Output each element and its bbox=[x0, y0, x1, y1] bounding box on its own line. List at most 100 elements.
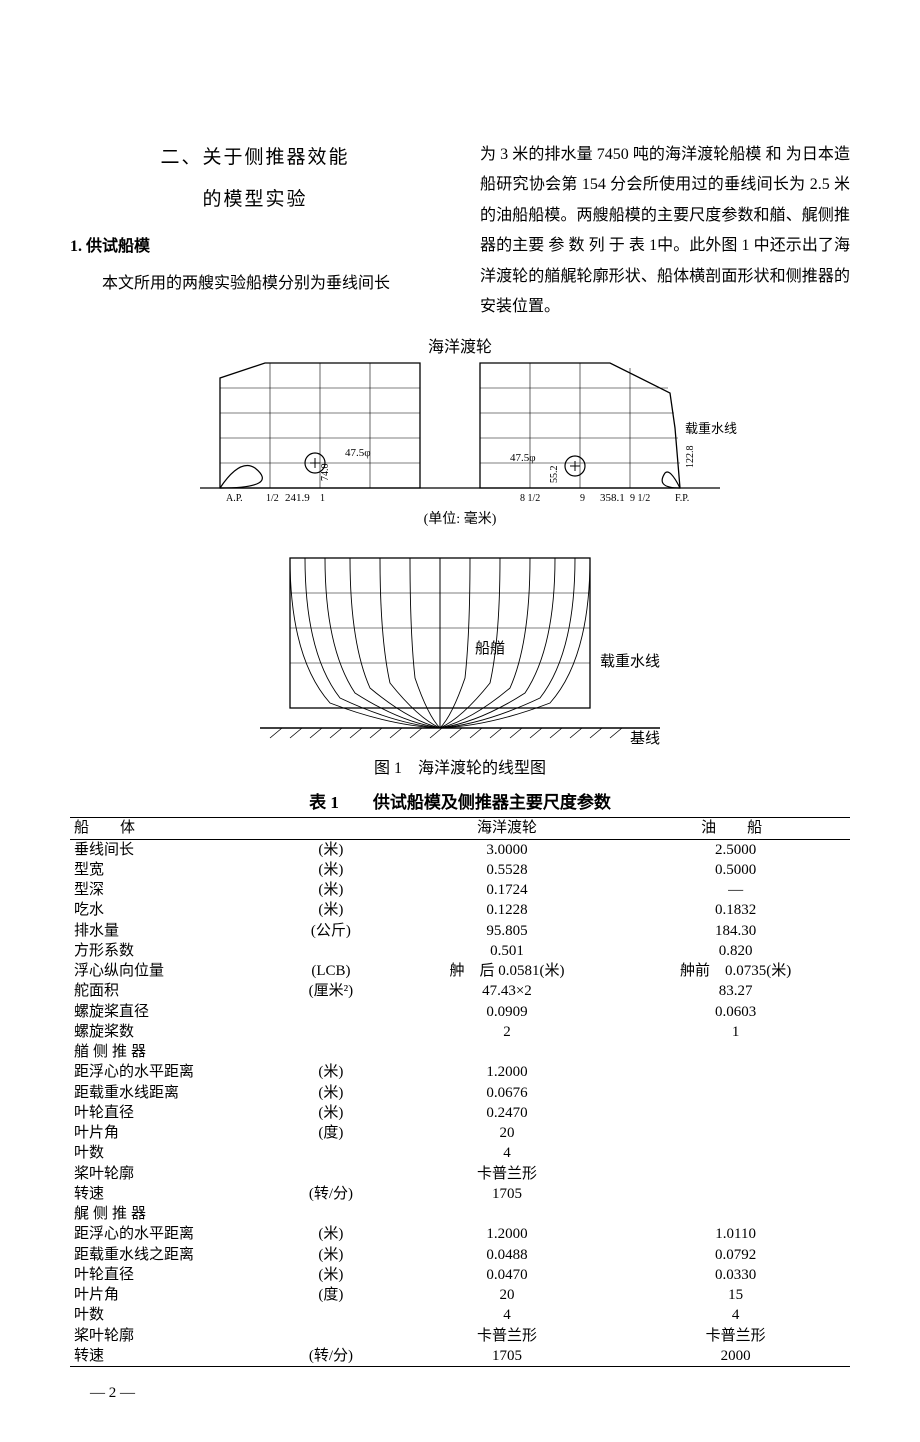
cell-unit bbox=[269, 1002, 392, 1022]
cell-v2 bbox=[621, 1184, 850, 1204]
cell-v2: 2000 bbox=[621, 1346, 850, 1367]
cell-param: 距载重水线距离 bbox=[70, 1083, 269, 1103]
cell-param: 桨叶轮廓 bbox=[70, 1326, 269, 1346]
table-row: 转速(转/分)17052000 bbox=[70, 1346, 850, 1367]
cell-unit: (米) bbox=[269, 1083, 392, 1103]
figure-1-profile: 海洋渡轮 47.5φ 241.9 bbox=[70, 338, 850, 528]
section-title: 二、关于侧推器效能 bbox=[70, 140, 440, 176]
cell-unit: (度) bbox=[269, 1285, 392, 1305]
cell-v2 bbox=[621, 1123, 850, 1143]
cell-v1: 4 bbox=[393, 1305, 622, 1325]
loadline-label-2: 载重水线 bbox=[600, 653, 660, 670]
fore-profile: 47.5φ 358.1 55.2 载重水线 122.8 8 1/2 9 9 1/… bbox=[480, 363, 737, 504]
fore-sections bbox=[440, 558, 590, 728]
cell-param: 浮心纵向位量 bbox=[70, 961, 269, 981]
table-row: 转速(转/分)1705 bbox=[70, 1184, 850, 1204]
cell-unit bbox=[269, 1305, 392, 1325]
cell-v1: 1.2000 bbox=[393, 1224, 622, 1244]
st-ap: A.P. bbox=[226, 493, 243, 504]
st-1: 1 bbox=[320, 493, 325, 504]
head-param: 船 体 bbox=[70, 818, 269, 839]
left-column: 二、关于侧推器效能 的模型实验 1. 供试船模 本文所用的两艘实验船模分别为垂线… bbox=[70, 140, 440, 322]
cell-unit: (米) bbox=[269, 1224, 392, 1244]
cell-v1: 1705 bbox=[393, 1184, 622, 1204]
cell-v2: 4 bbox=[621, 1305, 850, 1325]
cell-v1: 卡普兰形 bbox=[393, 1326, 622, 1346]
cell-param: 距载重水线之距离 bbox=[70, 1245, 269, 1265]
cell-unit bbox=[269, 1022, 392, 1042]
subsection-heading: 1. 供试船模 bbox=[70, 232, 440, 262]
bow-label: 船艏 bbox=[475, 640, 505, 657]
cell-v1: 0.5528 bbox=[393, 860, 622, 880]
head-unit bbox=[269, 818, 392, 839]
cell-v2 bbox=[621, 1062, 850, 1082]
cell-v1: 1705 bbox=[393, 1346, 622, 1367]
cell-v1: 卡普兰形 bbox=[393, 1164, 622, 1184]
table-row: 舵面积(厘米²)47.43×283.27 bbox=[70, 981, 850, 1001]
cell-unit: (LCB) bbox=[269, 961, 392, 981]
table-row: 距载重水线之距离(米)0.04880.0792 bbox=[70, 1245, 850, 1265]
cell-v2 bbox=[621, 1164, 850, 1184]
head-v1: 海洋渡轮 bbox=[393, 818, 622, 839]
table-row: 排水量(公斤)95.805184.30 bbox=[70, 921, 850, 941]
cell-v2: 0.0330 bbox=[621, 1265, 850, 1285]
table-row: 吃水(米)0.12280.1832 bbox=[70, 900, 850, 920]
st-fp: F.P. bbox=[675, 493, 689, 504]
cell-param: 方形系数 bbox=[70, 941, 269, 961]
cell-v1: 95.805 bbox=[393, 921, 622, 941]
aft-x: 241.9 bbox=[285, 492, 310, 504]
cell-v2: 0.1832 bbox=[621, 900, 850, 920]
table-row: 型宽(米)0.55280.5000 bbox=[70, 860, 850, 880]
cell-v1: 0.2470 bbox=[393, 1103, 622, 1123]
table-row: 距浮心的水平距离(米)1.2000 bbox=[70, 1062, 850, 1082]
profile-diagram: 海洋渡轮 47.5φ 241.9 bbox=[180, 338, 740, 508]
cell-unit bbox=[269, 1143, 392, 1163]
fig-unit: (单位: 毫米) bbox=[70, 508, 850, 528]
cell-v2 bbox=[621, 1083, 850, 1103]
cell-v2: 舯前 0.0735(米) bbox=[621, 961, 850, 981]
cell-unit: (转/分) bbox=[269, 1346, 392, 1367]
cell-param: 转速 bbox=[70, 1346, 269, 1367]
cell-param: 排水量 bbox=[70, 921, 269, 941]
section-subtitle: 的模型实验 bbox=[70, 182, 440, 218]
cell-v1: 4 bbox=[393, 1143, 622, 1163]
fig-top-label: 海洋渡轮 bbox=[428, 338, 492, 356]
cell-unit: (度) bbox=[269, 1123, 392, 1143]
cell-unit bbox=[269, 1326, 392, 1346]
cell-v2: 184.30 bbox=[621, 921, 850, 941]
cell-v1: 0.0676 bbox=[393, 1083, 622, 1103]
cell-v1: 0.501 bbox=[393, 941, 622, 961]
cell-unit: (米) bbox=[269, 1103, 392, 1123]
table-row: 叶数4 bbox=[70, 1143, 850, 1163]
cell-param: 舵面积 bbox=[70, 981, 269, 1001]
table-row: 叶数 44 bbox=[70, 1305, 850, 1325]
table-row: 桨叶轮廓卡普兰形 bbox=[70, 1164, 850, 1184]
figure-1-bodyplan: 船艏 载重水线 基线 图 1 海洋渡轮的线型图 bbox=[70, 538, 850, 778]
cell-param: 叶数 bbox=[70, 1305, 269, 1325]
table-row: 型深(米)0.1724— bbox=[70, 880, 850, 900]
cell-v2: 1 bbox=[621, 1022, 850, 1042]
aft-dia: 47.5φ bbox=[345, 447, 371, 459]
cell-param: 型宽 bbox=[70, 860, 269, 880]
cell-v1: 1.2000 bbox=[393, 1062, 622, 1082]
cell-v2: 卡普兰形 bbox=[621, 1326, 850, 1346]
cell-unit bbox=[269, 941, 392, 961]
table-row: 叶片角(度)20 bbox=[70, 1123, 850, 1143]
st-95: 9 1/2 bbox=[630, 493, 650, 504]
cell-v2 bbox=[621, 1103, 850, 1123]
table-row: 距浮心的水平距离(米)1.20001.0110 bbox=[70, 1224, 850, 1244]
cell-unit: (转/分) bbox=[269, 1184, 392, 1204]
cell-param: 转速 bbox=[70, 1184, 269, 1204]
cell-v2: 15 bbox=[621, 1285, 850, 1305]
loadline-label: 载重水线 bbox=[685, 421, 737, 436]
fore-y: 55.2 bbox=[549, 466, 560, 484]
right-paragraph: 为 3 米的排水量 7450 吨的海洋渡轮船模 和 为日本造船研究协会第 154… bbox=[480, 140, 850, 322]
intro-columns: 二、关于侧推器效能 的模型实验 1. 供试船模 本文所用的两艘实验船模分别为垂线… bbox=[70, 140, 850, 322]
cell-v1: 20 bbox=[393, 1285, 622, 1305]
cell-unit: (米) bbox=[269, 900, 392, 920]
cell-v2: — bbox=[621, 880, 850, 900]
cell-v2: 1.0110 bbox=[621, 1224, 850, 1244]
cell-v1: 0.1228 bbox=[393, 900, 622, 920]
table-row: 方形系数0.5010.820 bbox=[70, 941, 850, 961]
table-row: 叶轮直径(米)0.2470 bbox=[70, 1103, 850, 1123]
